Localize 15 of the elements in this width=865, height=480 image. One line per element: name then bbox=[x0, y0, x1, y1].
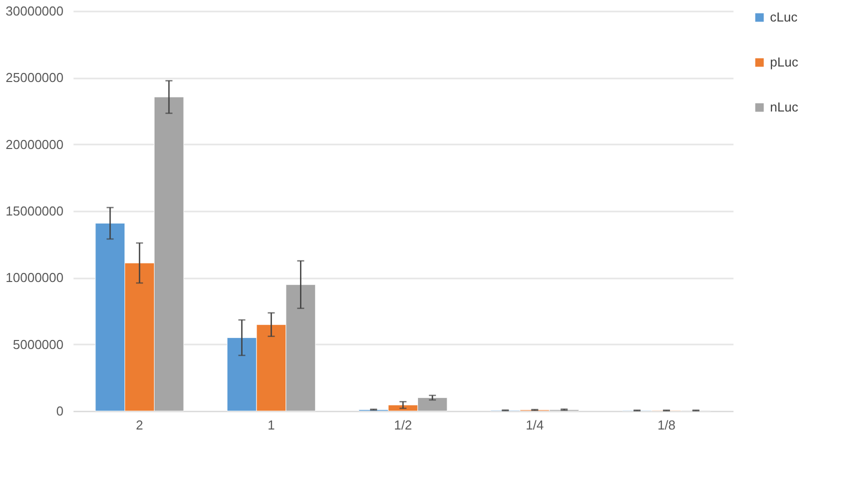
y-tick-label: 0 bbox=[56, 404, 64, 418]
x-tick-label: 1/8 bbox=[657, 418, 676, 432]
y-tick-label: 30000000 bbox=[6, 4, 64, 18]
legend-label: cLuc bbox=[770, 10, 798, 24]
y-tick-label: 20000000 bbox=[6, 136, 64, 152]
x-tick-label: 1/4 bbox=[526, 418, 544, 432]
y-tick-label: 15000000 bbox=[6, 204, 64, 218]
x-tick-label: 1 bbox=[268, 418, 275, 432]
y-tick-label: 5000000 bbox=[12, 336, 64, 352]
legend-label: nLuc bbox=[770, 100, 799, 114]
y-tick-label: 10000000 bbox=[6, 270, 64, 286]
legend-label: pLuc bbox=[770, 54, 799, 70]
x-tick-label: 1/2 bbox=[394, 418, 412, 432]
y-tick-label: 25000000 bbox=[6, 70, 64, 86]
x-tick-label: 2 bbox=[136, 418, 144, 432]
